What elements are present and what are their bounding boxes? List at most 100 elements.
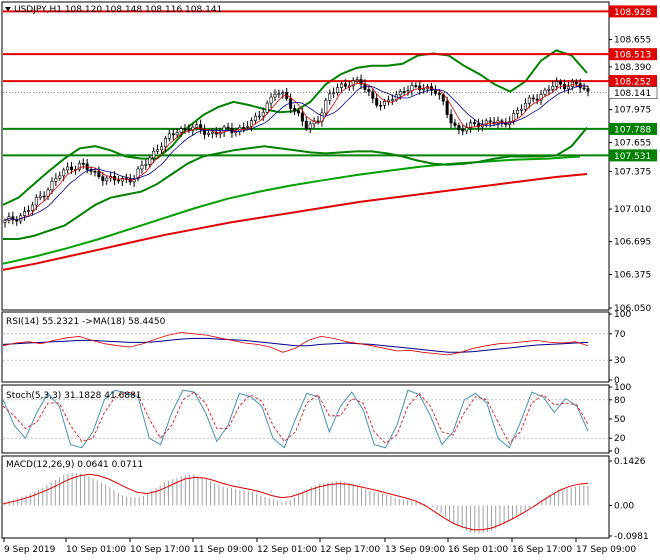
bollinger-lower-line bbox=[3, 127, 588, 240]
candle-body bbox=[469, 122, 473, 128]
rsi-tick-label: 0 bbox=[614, 376, 620, 386]
candle-body bbox=[246, 125, 250, 128]
candle-body bbox=[367, 89, 371, 93]
candle-body bbox=[332, 92, 336, 95]
candle-body bbox=[105, 177, 109, 182]
candle-body bbox=[351, 80, 355, 87]
stoch-tick-label: 20 bbox=[614, 434, 626, 444]
candle-body bbox=[97, 171, 101, 177]
candle-body bbox=[30, 204, 34, 211]
candle-body bbox=[484, 120, 488, 125]
candle-body bbox=[257, 115, 261, 118]
candle-body bbox=[42, 195, 46, 198]
candle-body bbox=[519, 108, 523, 111]
time-tick-label: 16 Sep 01:00 bbox=[448, 545, 508, 555]
candle-body bbox=[512, 113, 516, 122]
rsi-panel-frame bbox=[1, 311, 610, 383]
time-tick-label: 10 Sep 01:00 bbox=[66, 545, 126, 555]
candle-body bbox=[410, 85, 414, 91]
candle-body bbox=[547, 89, 551, 91]
candle-body bbox=[543, 89, 547, 95]
time-tick-label: 11 Sep 09:00 bbox=[193, 545, 253, 555]
candle-body bbox=[406, 90, 410, 93]
time-tick-label: 12 Sep 01:00 bbox=[257, 545, 317, 555]
candle-body bbox=[437, 93, 441, 96]
current-price-box bbox=[608, 86, 658, 99]
candle-body bbox=[566, 86, 570, 90]
ma-longest-line bbox=[2, 173, 588, 271]
triangle-down-icon[interactable] bbox=[5, 7, 11, 11]
candle-body bbox=[23, 211, 27, 216]
candle-body bbox=[261, 111, 265, 117]
candle-body bbox=[140, 165, 144, 170]
price-tick-label: 107.655 bbox=[614, 139, 651, 149]
rsi-panel: 100 70 30 0 bbox=[2, 310, 631, 386]
candle-body bbox=[206, 132, 210, 135]
candle-body bbox=[66, 166, 70, 171]
stoch-tick-label: 80 bbox=[614, 396, 626, 406]
candle-body bbox=[308, 123, 312, 129]
ma-short-line bbox=[4, 82, 589, 221]
candle-body bbox=[195, 124, 199, 128]
candle-body bbox=[171, 133, 175, 136]
candle-body bbox=[160, 146, 164, 151]
level-label: 107.531 bbox=[614, 152, 651, 162]
candle-body bbox=[555, 81, 559, 87]
candle-body bbox=[398, 91, 402, 96]
candle-body bbox=[156, 149, 160, 152]
candle-body bbox=[523, 102, 527, 110]
candle-body bbox=[293, 108, 297, 112]
stoch-tick-label: 100 bbox=[614, 383, 631, 393]
candle-body bbox=[3, 220, 7, 223]
candle-body bbox=[371, 91, 375, 99]
price-panel: 108.655 108.390 107.975 107.655 107.375 107.0… bbox=[2, 5, 658, 314]
candle-body bbox=[34, 197, 38, 206]
candle-body bbox=[226, 126, 230, 129]
stoch-k-line bbox=[2, 389, 589, 449]
macd-signal-line bbox=[2, 473, 589, 531]
time-axis: 9 Sep 2019 10 Sep 01:00 10 Sep 17:00 11 Sep… bbox=[3, 538, 636, 555]
candle-body bbox=[144, 164, 148, 166]
candle-body bbox=[15, 219, 19, 222]
macd-tick-label: -0.0981 bbox=[614, 532, 649, 542]
candle-body bbox=[418, 85, 422, 91]
stoch-tick-label: 0 bbox=[614, 447, 620, 457]
candle-body bbox=[574, 81, 578, 84]
ma-long-line bbox=[2, 155, 581, 265]
candle-body bbox=[355, 79, 359, 82]
price-tick-label: 107.010 bbox=[614, 205, 651, 215]
rsi-tick-label: 70 bbox=[614, 330, 626, 340]
candle-body bbox=[93, 171, 97, 173]
candle-body bbox=[253, 115, 257, 121]
time-tick-label: 9 Sep 2019 bbox=[4, 545, 56, 555]
rsi-tick-label: 100 bbox=[614, 310, 631, 320]
candle-body bbox=[296, 110, 300, 114]
current-price-label: 108.141 bbox=[614, 89, 651, 99]
candle-body bbox=[449, 114, 453, 124]
candle-body bbox=[473, 122, 477, 125]
candle-body bbox=[402, 91, 406, 93]
candle-body bbox=[461, 129, 465, 132]
candle-body bbox=[531, 97, 535, 100]
time-tick-label: 17 Sep 09:00 bbox=[576, 545, 636, 555]
candle-body bbox=[120, 178, 124, 182]
candle-body bbox=[582, 87, 586, 90]
candle-body bbox=[324, 99, 328, 114]
candle-body bbox=[116, 179, 120, 182]
candle-body bbox=[488, 120, 492, 123]
level-label: 108.252 bbox=[614, 78, 651, 88]
level-label-box bbox=[609, 5, 657, 18]
time-tick-label: 16 Sep 17:00 bbox=[512, 545, 572, 555]
candle-body bbox=[38, 195, 42, 198]
level-label: 108.513 bbox=[614, 51, 651, 61]
candle-body bbox=[62, 169, 66, 177]
candle-body bbox=[183, 128, 187, 131]
candle-body bbox=[433, 90, 437, 94]
rsi-line bbox=[2, 332, 589, 356]
candle-body bbox=[85, 163, 89, 170]
candle-body bbox=[551, 86, 555, 90]
candle-body bbox=[175, 132, 179, 136]
candle-body bbox=[379, 104, 383, 107]
symbol-header: USDJPY,H1 108.120 108.148 108.116 108.14… bbox=[14, 5, 222, 15]
